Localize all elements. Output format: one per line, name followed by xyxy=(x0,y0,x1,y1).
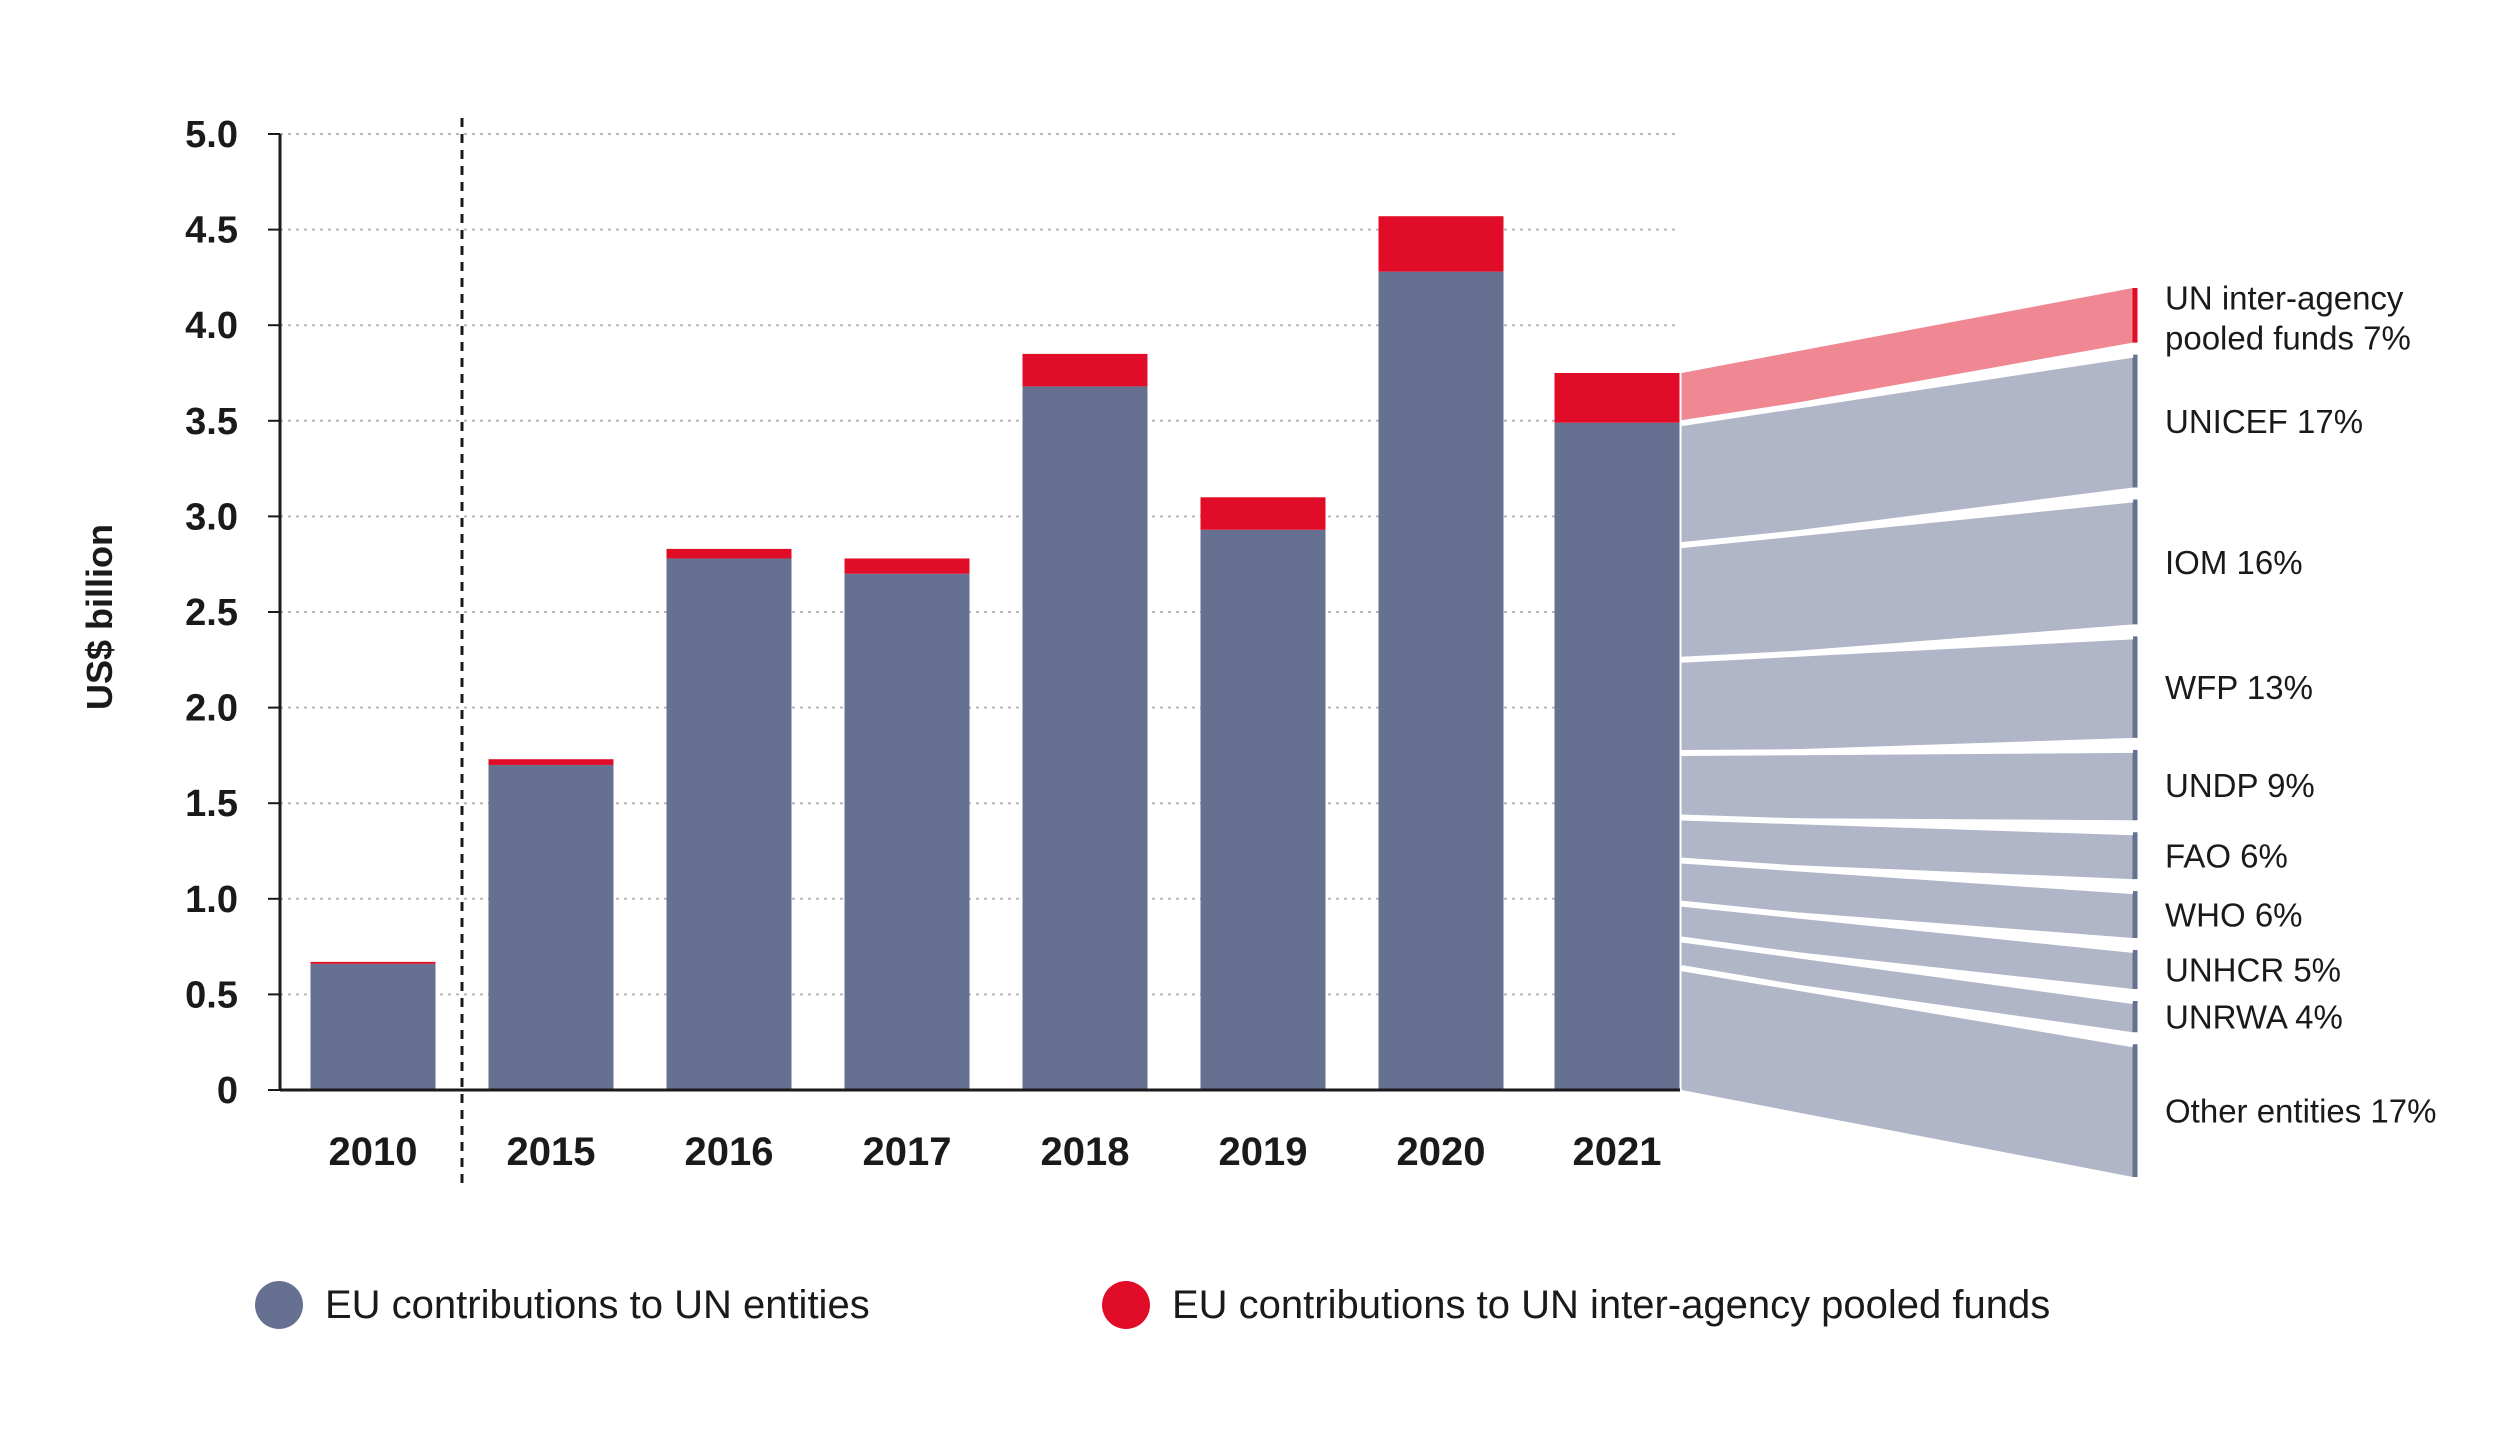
x-tick-label: 2015 xyxy=(507,1130,596,1174)
bar-segment-entities xyxy=(1022,386,1148,1090)
bar-segment-pooled xyxy=(1554,373,1680,423)
breakdown-label: WHO 6% xyxy=(2165,897,2303,934)
x-tick-label: 2020 xyxy=(1397,1130,1486,1174)
x-tick-label: 2021 xyxy=(1573,1130,1662,1174)
x-tick-label: 2017 xyxy=(863,1130,952,1174)
bar-segment-entities xyxy=(844,573,970,1090)
breakdown-separator xyxy=(1681,496,2134,549)
y-tick-label: 2.0 xyxy=(185,688,238,730)
bar-segment-entities xyxy=(1378,271,1504,1090)
legend-label-pooled: EU contributions to UN inter-agency pool… xyxy=(1172,1282,2051,1327)
breakdown-flow xyxy=(1681,968,2133,1177)
y-tick-label: 0.5 xyxy=(185,974,238,1016)
breakdown-label: IOM 16% xyxy=(2165,544,2303,581)
legend-pooled: EU contributions to UN inter-agency pool… xyxy=(1102,1281,2050,1329)
breakdown-separator xyxy=(1681,900,2134,953)
breakdown-flow xyxy=(1681,354,2133,546)
breakdown-separator xyxy=(1681,936,2134,1004)
y-axis-title: US$ billion xyxy=(79,524,120,710)
breakdown-flow xyxy=(1681,939,2133,1033)
breakdown-label: UNDP 9% xyxy=(2165,767,2315,804)
breakdown-flow xyxy=(1681,817,2133,880)
bar-segment-entities xyxy=(1200,529,1326,1090)
x-tick-label: 2010 xyxy=(329,1130,418,1174)
bar-segment-pooled xyxy=(666,548,792,559)
bar-segment-entities xyxy=(666,558,792,1090)
bar-segment-pooled xyxy=(1022,353,1148,387)
breakdown-label: FAO 6% xyxy=(2165,838,2288,875)
legend-swatch-pooled xyxy=(1102,1281,1150,1329)
breakdown-flow xyxy=(1681,903,2133,989)
breakdown-label: UNRWA 4% xyxy=(2165,999,2343,1036)
breakdown-label: Other entities 17% xyxy=(2165,1093,2436,1130)
axes: 0 0.5 1.0 1.5 2.0 2.5 3.0 3.5 4.0 4.5 5.0 2010 2015 2… xyxy=(185,114,1680,1190)
bar-segment-entities xyxy=(488,764,614,1090)
y-tick-label: 1.5 xyxy=(185,783,238,825)
breakdown-label: UNICEF 17% xyxy=(2165,403,2363,440)
breakdown-label: WFP 13% xyxy=(2165,669,2313,706)
legend-label-entities: EU contributions to UN entities xyxy=(325,1282,870,1327)
breakdown-flows: UN inter-agency pooled funds 7% UNICEF 17%… xyxy=(1681,279,2436,1177)
breakdown-flow xyxy=(1681,499,2133,660)
y-tick-label: 3.5 xyxy=(185,401,238,443)
y-tick-label: 4.5 xyxy=(185,210,238,252)
bar-segment-pooled xyxy=(844,558,970,574)
breakdown-flow xyxy=(1681,288,2133,424)
breakdown-separator xyxy=(1681,857,2134,895)
breakdown-separator xyxy=(1681,746,2134,757)
breakdown-flow xyxy=(1681,860,2133,938)
breakdown-label: UNHCR 5% xyxy=(2165,951,2341,988)
y-tick-label: 2.5 xyxy=(185,592,238,634)
bar-segment-entities xyxy=(310,963,436,1090)
breakdown-separator xyxy=(1681,814,2134,836)
bars xyxy=(310,216,1680,1090)
y-tick-label: 3.0 xyxy=(185,496,238,538)
x-tick-label: 2019 xyxy=(1219,1130,1308,1174)
legend-entities: EU contributions to UN entities xyxy=(255,1281,870,1329)
bar-segment-pooled xyxy=(488,759,614,765)
x-tick-label: 2018 xyxy=(1041,1130,1130,1174)
breakdown-flow xyxy=(1681,749,2133,821)
bar-segment-pooled xyxy=(1200,497,1326,530)
legend-swatch-entities xyxy=(255,1281,303,1329)
y-tick-label: 4.0 xyxy=(185,305,238,347)
bar-segment-pooled xyxy=(1378,216,1504,272)
bar-segment-pooled xyxy=(310,961,436,964)
x-tick-label: 2016 xyxy=(685,1130,774,1174)
bar-segment-entities xyxy=(1554,422,1680,1090)
y-tick-label: 0 xyxy=(217,1070,238,1112)
breakdown-separator xyxy=(1681,633,2134,663)
y-tick-label: 5.0 xyxy=(185,114,238,156)
breakdown-separator xyxy=(1681,965,2134,1048)
breakdown-separator xyxy=(1681,351,2134,427)
y-tick-label: 1.0 xyxy=(185,879,238,921)
breakdown-label: UN inter-agency pooled funds 7% xyxy=(2165,279,2411,356)
breakdown-flow xyxy=(1681,636,2133,754)
